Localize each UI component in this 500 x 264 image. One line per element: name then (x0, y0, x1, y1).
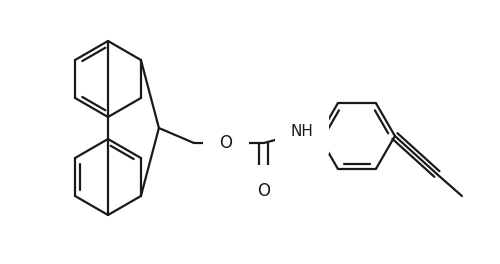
Text: O: O (220, 134, 232, 152)
Text: O: O (258, 182, 270, 200)
Text: NH: NH (290, 124, 314, 139)
